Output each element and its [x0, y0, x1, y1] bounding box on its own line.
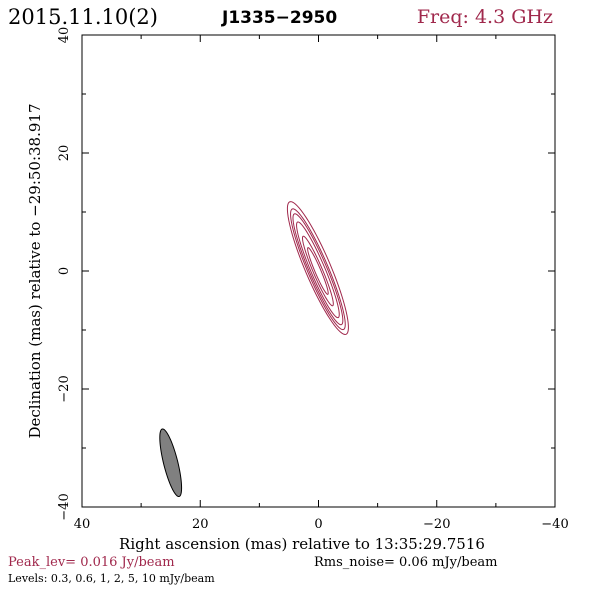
- plot-frame: [81, 34, 556, 508]
- contour-level: [286, 201, 349, 335]
- rms-noise: Rms_noise= 0.06 mJy/beam: [314, 555, 497, 570]
- y-tick-labels: −40 −20 0 20 40: [57, 27, 72, 521]
- y-tick-label: −20: [57, 375, 72, 402]
- contour-set: [286, 201, 349, 335]
- contour-level: [290, 208, 346, 331]
- y-axis-label: Declination (mas) relative to −29:50:38.…: [26, 103, 44, 438]
- contour-level: [307, 247, 329, 295]
- contour-level: [301, 235, 334, 307]
- x-tick-label: 20: [192, 517, 209, 532]
- contour-levels: Levels: 0.3, 0.6, 1, 2, 5, 10 mJy/beam: [8, 572, 215, 585]
- x-tick-label: −20: [423, 517, 450, 532]
- y-tick-label: 0: [57, 267, 72, 275]
- frequency-label: Freq: 4.3 GHz: [417, 6, 553, 28]
- axis-ticks: [81, 34, 556, 508]
- x-tick-label: −40: [541, 517, 568, 532]
- x-tick-label: 40: [74, 517, 91, 532]
- x-tick-labels: 40 20 0 −20 −40: [74, 517, 569, 532]
- y-tick-label: −40: [57, 493, 72, 520]
- y-tick-label: 40: [57, 27, 72, 44]
- source-name: J1335−2950: [221, 8, 337, 28]
- contour-level: [292, 213, 344, 326]
- x-axis-label: Right ascension (mas) relative to 13:35:…: [119, 535, 485, 553]
- y-tick-label: 20: [57, 145, 72, 162]
- beam-group: [159, 428, 183, 498]
- peak-level: Peak_lev= 0.016 Jy/beam: [8, 555, 175, 570]
- contour-level: [296, 221, 340, 319]
- observation-date: 2015.11.10(2): [8, 5, 158, 29]
- beam-ellipse: [159, 428, 183, 498]
- x-tick-label: 0: [314, 517, 322, 532]
